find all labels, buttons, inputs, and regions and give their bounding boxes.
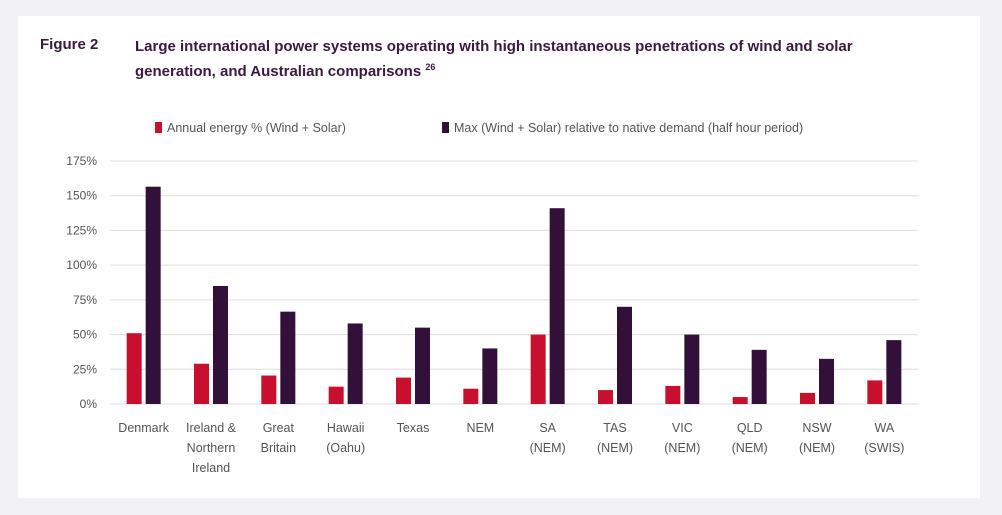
bar-annual-energy	[598, 390, 613, 404]
bar-annual-energy	[800, 392, 815, 404]
bar-max-penetration	[213, 285, 228, 404]
legend-label: Max (Wind + Solar) relative to native de…	[454, 121, 803, 135]
y-tick-label: 150%	[66, 189, 97, 203]
x-category-label: (NEM)	[597, 441, 633, 455]
bar-max-penetration	[280, 311, 296, 404]
bar-max-penetration	[415, 327, 430, 404]
bar-max-penetration	[549, 208, 565, 404]
x-category-label: Britain	[261, 441, 296, 455]
legend-swatch	[155, 122, 162, 133]
bar-max-penetration	[482, 348, 498, 404]
y-tick-label: 50%	[73, 328, 97, 342]
x-category-label: (NEM)	[664, 441, 700, 455]
bar-annual-energy	[867, 380, 883, 404]
x-category-label: (NEM)	[530, 441, 566, 455]
bar-annual-energy	[732, 397, 748, 404]
x-category-label: Northern	[187, 441, 236, 455]
x-category-label: Ireland	[192, 461, 230, 475]
bar-max-penetration	[617, 306, 632, 404]
footnote-ref: 26	[425, 62, 436, 72]
y-tick-label: 25%	[73, 362, 97, 376]
x-category-label: (SWIS)	[864, 441, 904, 455]
bar-max-penetration	[145, 186, 161, 404]
x-category-label: Denmark	[118, 421, 169, 435]
x-category-label: Texas	[397, 421, 430, 435]
bar-max-penetration	[751, 349, 767, 404]
x-category-label: (NEM)	[732, 441, 768, 455]
bar-annual-energy	[463, 388, 479, 404]
x-category-label: (Oahu)	[326, 441, 365, 455]
x-category-label: QLD	[737, 421, 763, 435]
x-category-label: SA	[539, 421, 556, 435]
x-category-label: Great	[263, 421, 295, 435]
bar-annual-energy	[194, 363, 209, 404]
x-category-label: NEM	[466, 421, 494, 435]
y-tick-label: 175%	[66, 154, 97, 168]
bar-annual-energy	[396, 377, 411, 404]
bar-annual-energy	[126, 333, 142, 404]
legend-label: Annual energy % (Wind + Solar)	[167, 121, 346, 135]
figure-title: Large international power systems operat…	[135, 36, 935, 82]
x-category-label: (NEM)	[799, 441, 835, 455]
x-category-label: WA	[874, 421, 894, 435]
x-category-label: VIC	[672, 421, 693, 435]
figure-label: Figure 2	[40, 36, 99, 53]
bar-max-penetration	[684, 334, 700, 404]
bar-annual-energy	[665, 385, 681, 404]
x-category-label: TAS	[603, 421, 626, 435]
legend-swatch	[442, 122, 449, 133]
bar-annual-energy	[328, 386, 344, 404]
x-category-label: NSW	[802, 421, 831, 435]
bar-max-penetration	[819, 358, 834, 404]
figure-card	[18, 16, 980, 498]
bar-annual-energy	[261, 375, 277, 404]
y-tick-label: 125%	[66, 223, 97, 237]
bar-max-penetration	[886, 340, 902, 404]
x-category-label: Hawaii	[327, 421, 365, 435]
figure-title-text: Large international power systems operat…	[135, 38, 853, 80]
y-tick-label: 100%	[66, 258, 97, 272]
x-category-label: Ireland &	[186, 421, 237, 435]
bar-annual-energy	[530, 334, 546, 404]
bar-max-penetration	[347, 323, 363, 404]
y-tick-label: 75%	[73, 293, 97, 307]
y-tick-label: 0%	[80, 397, 98, 411]
